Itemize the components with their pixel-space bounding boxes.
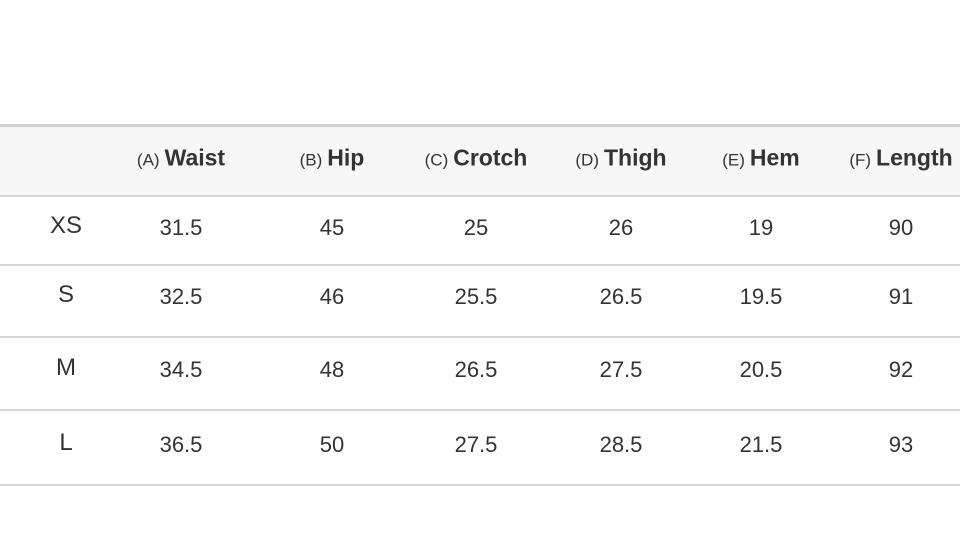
header-name: Crotch (453, 144, 528, 171)
header-name: Length (876, 144, 953, 171)
measurement: 27.5 (599, 357, 643, 382)
size-label: L (59, 429, 73, 456)
row-divider (0, 409, 960, 411)
measurement: 91 (888, 284, 914, 309)
header-name: Hip (327, 144, 365, 171)
header-letter: (A) (136, 150, 160, 170)
row-divider (0, 195, 960, 197)
measurement: 26 (608, 215, 634, 240)
size-label: S (57, 281, 75, 308)
measurement: 27.5 (454, 432, 498, 457)
table-bottom-border (0, 484, 960, 486)
measurement: 36.5 (159, 432, 203, 457)
header-letter: (E) (722, 150, 745, 170)
header-cell: (E) Hem (722, 145, 800, 172)
measurement: 28.5 (599, 432, 643, 457)
measurement: 21.5 (739, 432, 783, 457)
measurement: 48 (319, 357, 345, 382)
row-divider (0, 336, 960, 338)
header-cell: (A) Waist (137, 145, 225, 172)
header-letter: (F) (849, 150, 872, 170)
header-cell: (D) Thigh (575, 145, 666, 172)
measurement: 45 (319, 215, 345, 240)
header-cell: (C) Crotch (425, 145, 528, 172)
header-background (0, 125, 960, 196)
measurement: 50 (319, 432, 345, 457)
measurement: 93 (888, 432, 914, 457)
measurement: 20.5 (739, 357, 783, 382)
header-name: Waist (164, 144, 226, 171)
measurement: 19 (748, 215, 774, 240)
row-divider (0, 264, 960, 266)
measurement: 25.5 (454, 284, 498, 309)
header-cell: (B) Hip (300, 145, 365, 172)
header-letter: (D) (575, 150, 600, 170)
measurement: 92 (888, 357, 914, 382)
measurement: 31.5 (159, 215, 203, 240)
measurement: 19.5 (739, 284, 783, 309)
measurement: 26.5 (599, 284, 643, 309)
header-name: Thigh (604, 144, 667, 171)
measurement: 32.5 (159, 284, 203, 309)
measurement: 25 (463, 215, 489, 240)
header-letter: (B) (299, 150, 323, 170)
measurement: 34.5 (159, 357, 203, 382)
header-name: Hem (749, 144, 800, 171)
header-cell: (F) Length (849, 145, 952, 172)
table-top-border (0, 124, 960, 127)
header-letter: (C) (424, 150, 449, 170)
size-label: M (56, 354, 76, 381)
size-label: XS (49, 212, 83, 239)
measurement: 90 (888, 215, 914, 240)
measurement: 46 (319, 284, 345, 309)
measurement: 26.5 (454, 357, 498, 382)
